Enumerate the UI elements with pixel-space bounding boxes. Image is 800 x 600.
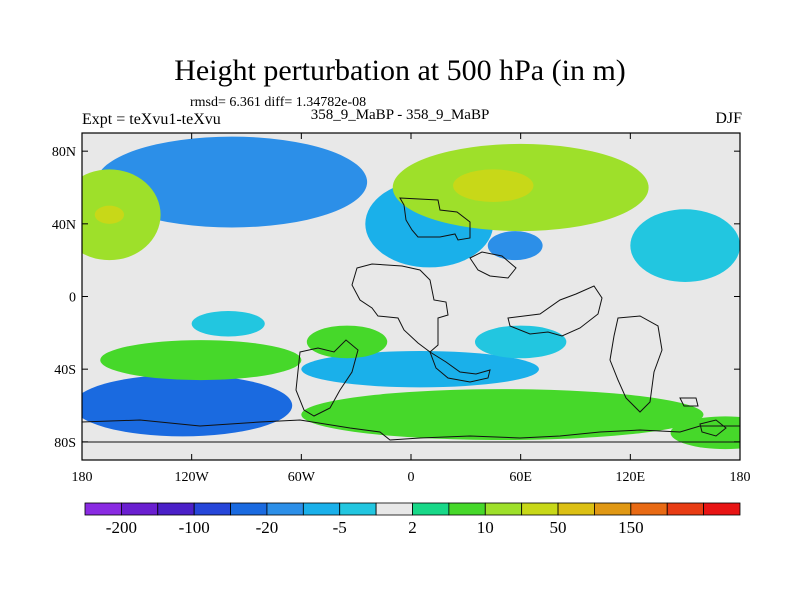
colorbar-swatch — [266, 502, 304, 516]
colorbar-label: 50 — [550, 518, 567, 537]
colorbar-swatch — [448, 502, 486, 516]
colorbar-swatch — [193, 502, 231, 516]
anomaly-south-ocean-low-1 — [82, 374, 293, 437]
y-tick-label: 80S — [54, 436, 76, 451]
x-tick-label: 60W — [288, 470, 316, 485]
colorbar: -200 -100 -20 -5 2 10 50 150 — [84, 502, 741, 537]
colorbar-swatch — [157, 502, 195, 516]
anomaly-south-ocean-low-4 — [191, 311, 265, 337]
x-tick-label: 120E — [616, 470, 646, 485]
y-tick-label: 0 — [69, 291, 76, 306]
stats-line: rmsd= 6.361 diff= 1.34782e-08 — [190, 95, 367, 110]
colorbar-swatch — [630, 502, 668, 516]
colorbar-swatch — [120, 502, 159, 516]
colorbar-label: 10 — [477, 518, 494, 537]
colorbar-label: -100 — [179, 518, 210, 537]
chart-title: Height perturbation at 500 hPa (in m) — [174, 54, 626, 87]
anomaly-south-ocean-low-2 — [301, 351, 539, 388]
y-tick-label: 80N — [52, 145, 76, 160]
colorbar-swatch — [84, 502, 122, 516]
colorbar-swatch — [666, 502, 705, 516]
colorbar-swatch — [703, 502, 741, 516]
colorbar-label: -20 — [256, 518, 279, 537]
colorbar-swatch — [375, 502, 413, 516]
anomaly-south-ocean-high-1 — [100, 340, 302, 381]
anomaly-eurasian-high-core — [453, 169, 534, 203]
colorbar-swatch — [594, 502, 632, 516]
anomaly-north-pacific-high-core — [94, 205, 125, 224]
x-tick-label: 0 — [408, 470, 415, 485]
contour-field — [82, 133, 740, 460]
anomaly-south-ocean-high-3 — [306, 325, 388, 359]
x-tick-label: 180 — [730, 470, 751, 485]
colorbar-swatch — [339, 502, 377, 516]
coastline-outline — [81, 197, 741, 443]
anomaly-north-pacific-low-halo — [96, 136, 368, 228]
anomaly-south-ocean-high-2 — [301, 389, 704, 441]
season-label: DJF — [715, 110, 742, 127]
y-tick-label: 40S — [54, 363, 76, 378]
y-tick-label: 40N — [52, 218, 76, 233]
x-tick-label: 120W — [175, 470, 210, 485]
x-tick-label: 60E — [509, 470, 532, 485]
anomaly-central-asia-low — [487, 231, 543, 261]
colorbar-swatch — [557, 502, 595, 516]
anomaly-south-ocean-high-4 — [670, 416, 740, 450]
y-axis: 80N 40N 0 40S 80S — [52, 145, 740, 451]
colorbar-swatch — [302, 502, 341, 516]
experiment-label: Expt = teXvu1-teXvu — [82, 111, 221, 128]
colorbar-label: 2 — [408, 518, 417, 537]
anomaly-south-ocean-low-3 — [474, 325, 567, 359]
case-label: 358_9_MaBP - 358_9_MaBP — [310, 107, 490, 123]
x-axis: 180 120W 60W 0 60E 120E 180 — [72, 133, 751, 485]
colorbar-swatch — [521, 502, 559, 516]
colorbar-label: -5 — [333, 518, 347, 537]
colorbar-swatch — [230, 502, 268, 516]
anomaly-west-pacific-low — [630, 209, 740, 282]
x-tick-label: 180 — [72, 470, 93, 485]
colorbar-swatch — [484, 502, 523, 516]
colorbar-label: 150 — [618, 518, 644, 537]
colorbar-label: -200 — [106, 518, 137, 537]
colorbar-swatch — [412, 502, 450, 516]
